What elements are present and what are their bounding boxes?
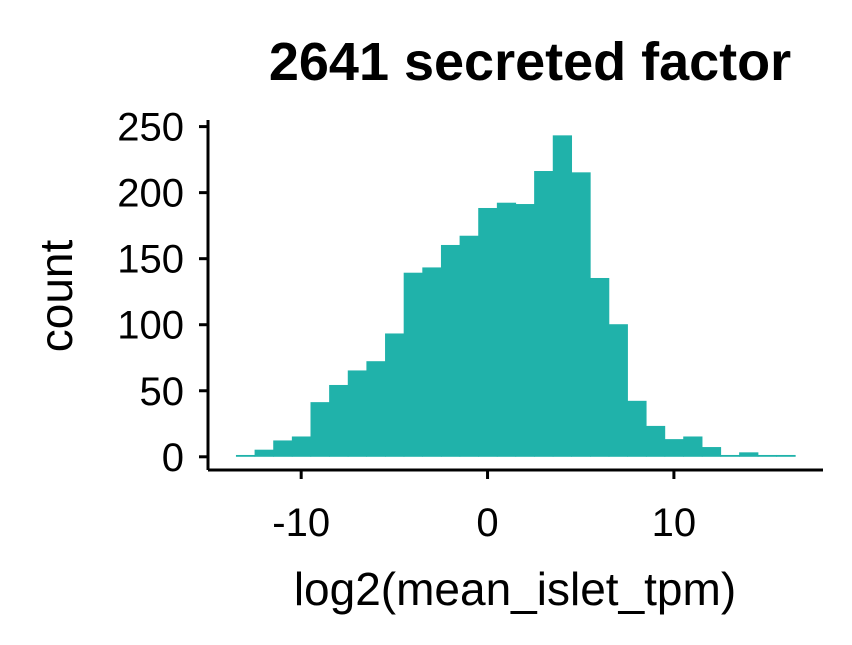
histogram-bars bbox=[235, 135, 796, 457]
y-tick-label: 50 bbox=[140, 370, 185, 414]
histogram-bar bbox=[273, 440, 293, 457]
histogram-bar bbox=[571, 172, 591, 457]
x-tick-label: 0 bbox=[476, 501, 498, 545]
x-tick-label: 10 bbox=[652, 501, 697, 545]
histogram-bar bbox=[515, 204, 535, 457]
histogram-bar bbox=[552, 135, 573, 457]
y-axis-title: count bbox=[30, 240, 82, 353]
histogram-bar bbox=[329, 384, 349, 457]
histogram-bar bbox=[459, 235, 479, 457]
histogram-bar bbox=[422, 267, 442, 457]
y-tick-label: 100 bbox=[117, 304, 184, 348]
histogram-bar bbox=[720, 454, 740, 457]
y-tick-label: 0 bbox=[162, 436, 184, 480]
histogram-bar bbox=[757, 454, 778, 457]
histogram-bar bbox=[235, 454, 256, 457]
histogram-bar bbox=[291, 436, 312, 457]
chart-title: 2641 secreted factor bbox=[269, 32, 791, 92]
y-axis: 0 50 100 150 200 250 bbox=[117, 106, 210, 480]
y-tick-label: 250 bbox=[117, 106, 184, 150]
histogram-bar bbox=[664, 439, 684, 457]
x-tick-label: -10 bbox=[272, 501, 330, 545]
histogram-bar bbox=[739, 452, 759, 457]
histogram-bar bbox=[683, 436, 703, 457]
histogram-bar bbox=[496, 202, 517, 457]
x-axis-title: log2(mean_islet_tpm) bbox=[294, 563, 736, 615]
x-axis: -10 0 10 bbox=[208, 468, 823, 545]
y-tick-label: 150 bbox=[117, 238, 184, 282]
histogram-bar bbox=[608, 324, 628, 457]
histogram-bar bbox=[403, 272, 423, 457]
histogram-bar bbox=[534, 171, 554, 457]
histogram-bar bbox=[645, 425, 666, 457]
histogram-bar bbox=[254, 449, 274, 457]
histogram-bar bbox=[776, 454, 796, 457]
histogram-bar bbox=[366, 361, 386, 457]
y-tick-label: 200 bbox=[117, 172, 184, 216]
histogram-bar bbox=[440, 244, 461, 457]
histogram-bar bbox=[478, 207, 498, 457]
histogram-bar bbox=[385, 333, 405, 457]
histogram-bar bbox=[347, 370, 368, 457]
histogram-bar bbox=[590, 277, 610, 457]
histogram-bar bbox=[310, 402, 330, 457]
histogram-bar bbox=[627, 400, 647, 457]
histogram-bar bbox=[701, 447, 722, 457]
